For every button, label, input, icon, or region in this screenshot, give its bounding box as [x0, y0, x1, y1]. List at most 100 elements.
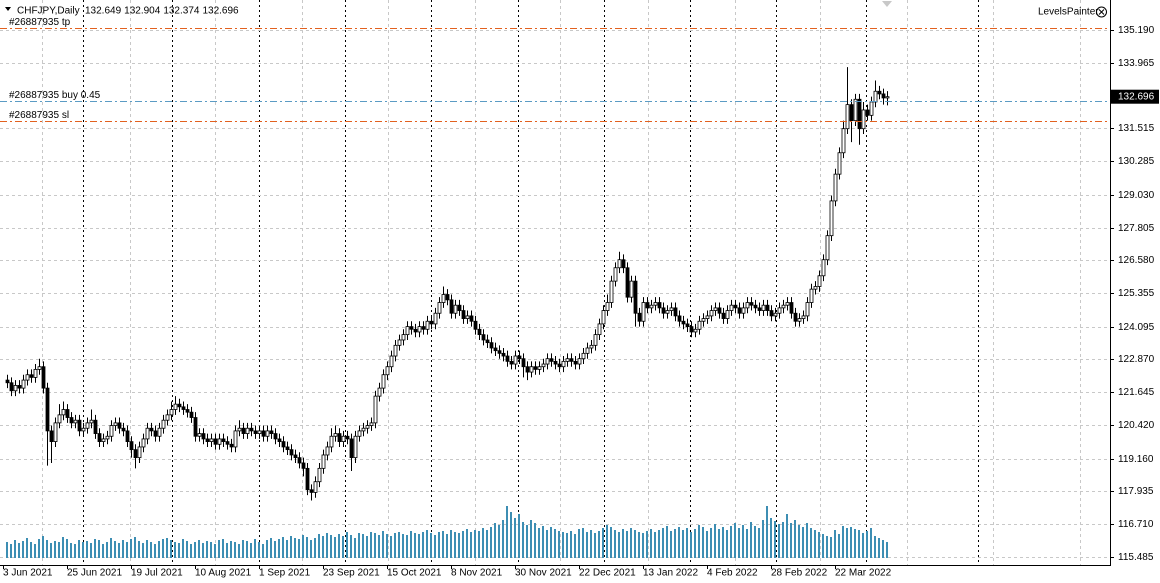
- candle-body: [873, 90, 878, 103]
- candle-body: [613, 267, 618, 282]
- price-box-label: 132.696: [1118, 91, 1155, 102]
- volume-bar: [266, 540, 268, 558]
- candle-body: [777, 307, 782, 314]
- x-tick-label: 3 Jun 2021: [3, 568, 53, 579]
- candle-body: [653, 302, 658, 306]
- candle-body: [569, 358, 574, 362]
- candle-body: [833, 173, 838, 202]
- volume-bar: [586, 532, 588, 558]
- candle-body: [365, 425, 370, 429]
- volume-bar: [46, 540, 48, 558]
- volume-bar: [634, 530, 636, 558]
- volume-bar: [842, 526, 844, 558]
- y-tick-label: 127.805: [1118, 223, 1155, 234]
- candle-body: [257, 430, 262, 434]
- volume-bar: [718, 529, 720, 558]
- volume-bar: [462, 531, 464, 558]
- volume-bar: [322, 536, 324, 558]
- candle-body: [105, 435, 110, 440]
- candle-body: [521, 358, 526, 368]
- y-tick-label: 115.485: [1118, 552, 1154, 563]
- candle-body: [157, 427, 162, 437]
- candle-body: [141, 438, 146, 448]
- candle-body: [421, 326, 426, 330]
- volume-bar: [246, 541, 248, 558]
- menu-arrow[interactable]: [5, 7, 11, 11]
- candle-body: [417, 326, 422, 333]
- candle-body: [541, 363, 546, 368]
- candle-body: [489, 342, 494, 349]
- volume-bar: [870, 528, 872, 558]
- candle-body: [37, 366, 42, 370]
- candle-body: [269, 430, 274, 434]
- volume-bar: [698, 525, 700, 558]
- indicator-close[interactable]: [1096, 6, 1107, 18]
- volume-bar: [782, 522, 784, 558]
- volume-bar: [378, 535, 380, 558]
- candle-body: [517, 355, 522, 360]
- x-tick-label: 10 Aug 2021: [195, 568, 252, 579]
- volume-bar: [242, 540, 244, 558]
- candle-body: [689, 326, 694, 333]
- volume-bar: [814, 530, 816, 558]
- candle-body: [701, 318, 706, 322]
- candle-body: [861, 109, 866, 130]
- candle-body: [113, 422, 118, 426]
- volume-bar: [294, 538, 296, 558]
- overlay: 135.190 133.965 131.515 130.285 129.030 127.8…: [0, 17, 1155, 579]
- candle-body: [377, 387, 382, 397]
- candle-body: [349, 438, 354, 459]
- y-tick-label: 133.965: [1118, 58, 1155, 69]
- volume-bar: [14, 540, 16, 558]
- candle-body: [513, 355, 518, 365]
- volume-bar: [142, 543, 144, 558]
- volume-bar: [474, 530, 476, 558]
- volume-bar: [722, 527, 724, 558]
- volume-bar: [154, 544, 156, 558]
- candle-body: [333, 433, 338, 437]
- candle-body: [857, 98, 862, 130]
- candle-body: [101, 438, 106, 443]
- candle-body: [885, 96, 890, 99]
- candle-body: [209, 438, 214, 443]
- header-close: 132.696: [202, 6, 239, 17]
- volume-bar: [742, 525, 744, 558]
- volume-bar: [250, 543, 252, 558]
- candle-body: [301, 462, 306, 469]
- candle-body: [13, 385, 18, 392]
- candle-body: [385, 366, 390, 376]
- candle-body: [437, 302, 442, 314]
- volume-bar: [42, 536, 44, 558]
- candle-body: [353, 435, 358, 459]
- volume-bar: [826, 536, 828, 558]
- y-tick-label: 130.285: [1118, 156, 1155, 167]
- x-tick-label: 4 Feb 2022: [707, 568, 758, 579]
- candle-body: [193, 417, 198, 437]
- candle-body: [133, 449, 138, 459]
- candle-body: [293, 454, 298, 459]
- header-low: 132.374: [163, 6, 200, 17]
- volume-bar: [226, 543, 228, 558]
- candle-body: [769, 310, 774, 317]
- candle-body: [589, 344, 594, 349]
- volume-bar: [10, 544, 12, 558]
- candle-body: [621, 259, 626, 269]
- volume-bar: [426, 530, 428, 558]
- candle-body: [837, 152, 842, 175]
- volume-bar: [546, 530, 548, 558]
- volume-bar: [694, 529, 696, 558]
- volume-bar: [482, 528, 484, 558]
- y-tick-label: 117.935: [1118, 486, 1154, 497]
- volume-bar: [30, 542, 32, 558]
- volume-bar: [270, 538, 272, 558]
- volume-bar: [490, 527, 492, 558]
- candle-body: [657, 302, 662, 309]
- candle-body: [493, 347, 498, 352]
- volume-bar: [846, 528, 848, 558]
- volume-bar: [126, 542, 128, 558]
- header-high: 132.904: [124, 6, 161, 17]
- volume-bar: [770, 518, 772, 558]
- candle-body: [425, 320, 430, 330]
- candle-body: [329, 435, 334, 448]
